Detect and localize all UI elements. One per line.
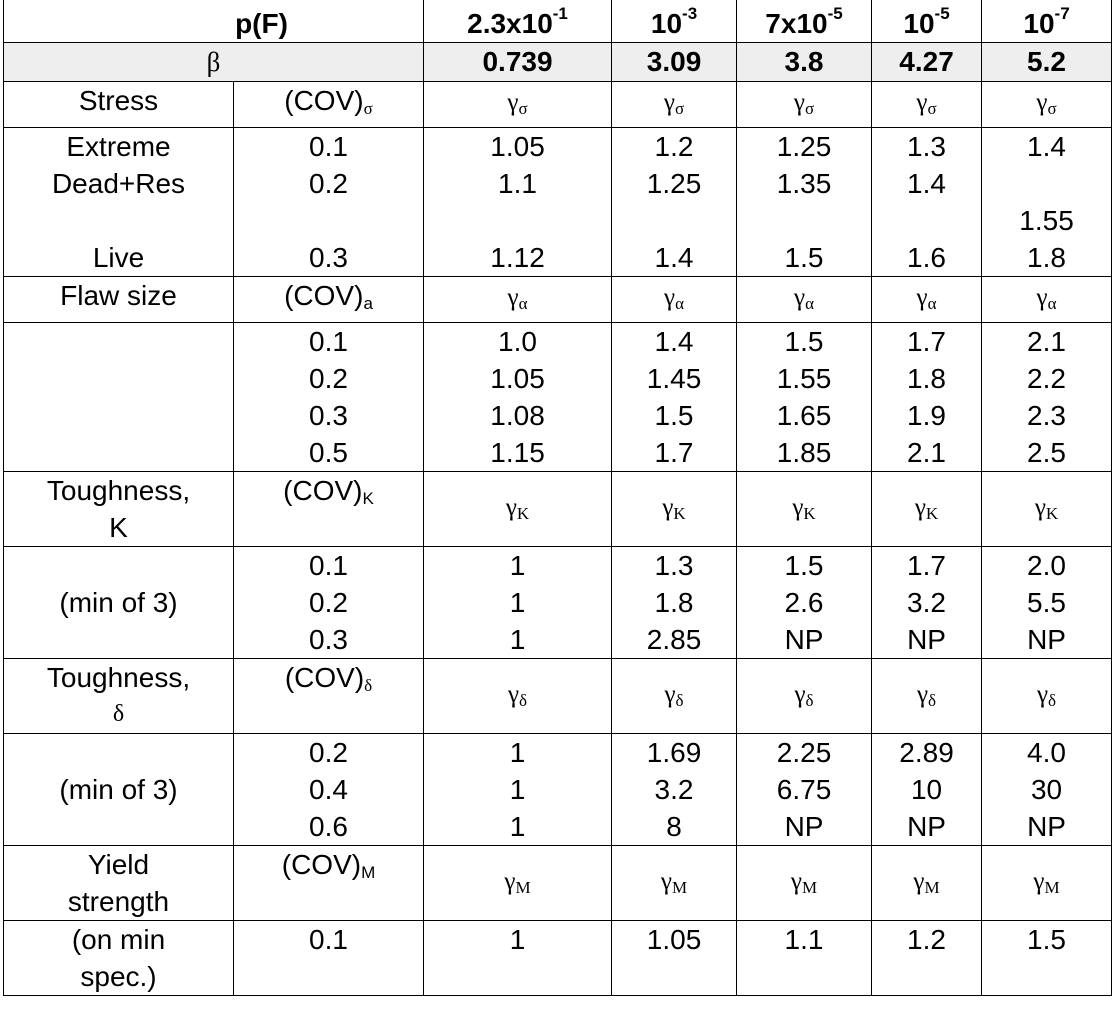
partial-safety-factor-table: p(F) 2.3x10-1 10-3 7x10-5 10-5 10-7 β 0.… xyxy=(2,0,1113,996)
pf-value: 10-5 xyxy=(871,0,983,43)
beta-value: 5.2 xyxy=(981,42,1113,82)
stress-cov-label: (COV)σ xyxy=(232,81,425,128)
stress-factors: 1.05 1.1 1.12 xyxy=(423,127,613,277)
yield-factor: 1.1 xyxy=(736,920,873,996)
yield-factor: 1 xyxy=(423,920,613,996)
yield-body-row: (on min spec.) 0.1 1 1.05 1.1 1.2 1.5 xyxy=(3,920,1113,996)
gamma-symbol: γK xyxy=(981,471,1113,547)
beta-value: 3.8 xyxy=(736,42,873,82)
pf-value: 10-7 xyxy=(981,0,1113,43)
gamma-symbol: γσ xyxy=(736,81,873,128)
flaw-factors: 1.4 1.45 1.5 1.7 xyxy=(611,322,738,472)
yield-cov: 0.1 xyxy=(232,920,425,996)
beta-value: 3.09 xyxy=(611,42,738,82)
gamma-symbol: γα xyxy=(981,276,1113,323)
stress-factors: 1.2 1.25 1.4 xyxy=(611,127,738,277)
gamma-symbol: γδ xyxy=(871,658,983,734)
gamma-symbol: γK xyxy=(871,471,983,547)
stress-cases: Extreme Dead+Res Live xyxy=(3,127,234,277)
gamma-symbol: γσ xyxy=(423,81,613,128)
toughness-delta-factors: 4.0 30 NP xyxy=(981,733,1113,846)
gamma-symbol: γK xyxy=(611,471,738,547)
gamma-symbol: γα xyxy=(423,276,613,323)
toughness-k-cov-label: (COV)K xyxy=(232,471,425,547)
yield-cov-label: (COV)M xyxy=(232,845,425,921)
flaw-header-row: Flaw size (COV)a γα γα γα γα γα xyxy=(3,276,1113,323)
flaw-label: Flaw size xyxy=(3,276,234,323)
flaw-covs: 0.1 0.2 0.3 0.5 xyxy=(232,322,425,472)
gamma-symbol: γM xyxy=(981,845,1113,921)
gamma-symbol: γM xyxy=(423,845,613,921)
stress-factors: 1.25 1.35 1.5 xyxy=(736,127,873,277)
toughness-k-factors: 1.5 2.6 NP xyxy=(736,546,873,659)
yield-factor: 1.2 xyxy=(871,920,983,996)
toughness-delta-label: Toughness, δ xyxy=(3,658,234,734)
gamma-symbol: γM xyxy=(871,845,983,921)
toughness-delta-factors: 1.69 3.2 8 xyxy=(611,733,738,846)
toughness-k-covs: 0.1 0.2 0.3 xyxy=(232,546,425,659)
flaw-body-row: 0.1 0.2 0.3 0.5 1.0 1.05 1.08 1.15 1.4 1.45 1.5 1… xyxy=(3,322,1113,472)
beta-header-row: β 0.739 3.09 3.8 4.27 5.2 xyxy=(2,42,1113,82)
flaw-cov-label: (COV)a xyxy=(232,276,425,323)
toughness-k-header-row: Toughness, K (COV)K γK γK γK γK γK xyxy=(3,471,1113,547)
beta-value: 4.27 xyxy=(871,42,983,82)
toughness-k-label: Toughness, K xyxy=(3,471,234,547)
toughness-k-note: (min of 3) xyxy=(3,546,234,659)
flaw-factors: 1.7 1.8 1.9 2.1 xyxy=(871,322,983,472)
stress-covs: 0.1 0.2 0.3 xyxy=(232,127,425,277)
gamma-symbol: γM xyxy=(736,845,873,921)
toughness-k-factors: 2.0 5.5 NP xyxy=(981,546,1113,659)
gamma-symbol: γσ xyxy=(871,81,983,128)
gamma-symbol: γσ xyxy=(611,81,738,128)
flaw-factors: 2.1 2.2 2.3 2.5 xyxy=(981,322,1113,472)
yield-factor: 1.5 xyxy=(981,920,1113,996)
empty-cell xyxy=(3,322,234,472)
flaw-factors: 1.5 1.55 1.65 1.85 xyxy=(736,322,873,472)
toughness-k-factors: 1.7 3.2 NP xyxy=(871,546,983,659)
gamma-symbol: γσ xyxy=(981,81,1113,128)
pf-value: 7x10-5 xyxy=(736,0,873,43)
toughness-delta-note: (min of 3) xyxy=(3,733,234,846)
gamma-symbol: γK xyxy=(736,471,873,547)
yield-factor: 1.05 xyxy=(611,920,738,996)
stress-header-row: Stress (COV)σ γσ γσ γσ γσ γσ xyxy=(3,81,1113,128)
toughness-delta-header-row: Toughness, δ (COV)δ γδ γδ γδ γδ γδ xyxy=(3,658,1113,734)
beta-label: β xyxy=(2,42,425,82)
toughness-k-factors: 1.3 1.8 2.85 xyxy=(611,546,738,659)
gamma-symbol: γM xyxy=(611,845,738,921)
flaw-factors: 1.0 1.05 1.08 1.15 xyxy=(423,322,613,472)
yield-note: (on min spec.) xyxy=(3,920,234,996)
beta-value: 0.739 xyxy=(423,42,613,82)
gamma-symbol: γα xyxy=(736,276,873,323)
toughness-delta-covs: 0.2 0.4 0.6 xyxy=(232,733,425,846)
toughness-delta-cov-label: (COV)δ xyxy=(232,658,425,734)
toughness-delta-factors: 2.25 6.75 NP xyxy=(736,733,873,846)
pf-label: p(F) xyxy=(2,0,424,43)
stress-label: Stress xyxy=(3,81,234,128)
yield-label: Yield strength xyxy=(3,845,234,921)
gamma-symbol: γδ xyxy=(736,658,873,734)
gamma-symbol: γα xyxy=(611,276,738,323)
gamma-symbol: γδ xyxy=(423,658,613,734)
toughness-delta-factors: 2.89 10 NP xyxy=(871,733,983,846)
pf-value: 10-3 xyxy=(611,0,738,43)
pf-header-row: p(F) 2.3x10-1 10-3 7x10-5 10-5 10-7 xyxy=(2,0,1113,43)
gamma-symbol: γα xyxy=(871,276,983,323)
gamma-symbol: γK xyxy=(423,471,613,547)
stress-factors: 1.4 1.55 1.8 xyxy=(981,127,1113,277)
pf-value: 2.3x10-1 xyxy=(423,0,613,43)
stress-factors: 1.3 1.4 1.6 xyxy=(871,127,983,277)
stress-body-row: Extreme Dead+Res Live 0.1 0.2 0.3 1.05 1.1 … xyxy=(3,127,1113,277)
yield-header-row: Yield strength (COV)M γM γM γM γM γM xyxy=(3,845,1113,921)
gamma-symbol: γδ xyxy=(981,658,1113,734)
gamma-symbol: γδ xyxy=(611,658,738,734)
